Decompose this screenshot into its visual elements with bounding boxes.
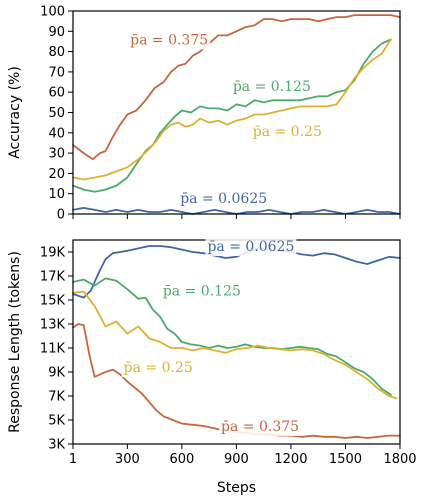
- series-label-background: [178, 189, 270, 208]
- series-label-background: [160, 282, 243, 301]
- y-axis-title: Accuracy (%): [7, 66, 23, 159]
- y-tick-label: 15K: [40, 294, 66, 309]
- series-label-0: p̄a = 0.0625: [207, 239, 294, 255]
- x-tick-label: 600: [169, 452, 194, 467]
- y-tick-label: 80: [48, 45, 65, 60]
- series-label-2: p̄a = 0.25: [253, 124, 322, 140]
- series-line-3: [72, 323, 401, 439]
- series-line-1: [72, 38, 392, 193]
- plot-frame: [72, 239, 401, 445]
- x-tick-label: 300: [115, 452, 140, 467]
- series-label-3: p̄a = 0.375: [221, 419, 299, 435]
- y-tick-label: 40: [48, 126, 65, 141]
- y-tick-label: 7K: [48, 390, 65, 405]
- series-line-1: [72, 277, 392, 396]
- series-label-background: [219, 418, 302, 436]
- x-tick-label: 1800: [383, 452, 416, 467]
- y-tick-label: 3K: [48, 438, 65, 453]
- y-tick-label: 0: [57, 208, 65, 223]
- y-tick-label: 100: [40, 5, 65, 20]
- accuracy-panel: 0 10 20 30 40 50 60 70 80 90 100 Accuracy (%) p̄a = …: [7, 5, 401, 223]
- y-tick-label: 60: [48, 86, 65, 101]
- y-tick-label: 5K: [48, 414, 65, 429]
- response-length-panel: 3K 5K 7K 9K 11K 13K 15K 17K 19K 1 300 600 900 1200 150…: [7, 238, 417, 496]
- series-label-1: p̄a = 0.125: [163, 283, 241, 299]
- y-tick-label: 10: [48, 187, 65, 202]
- series-label-background: [205, 238, 297, 256]
- series-label-background: [128, 31, 211, 50]
- series-line-3: [72, 206, 401, 215]
- plot-frame: [72, 10, 401, 215]
- y-tick-label: 90: [48, 25, 65, 40]
- y-tick-label: 70: [48, 65, 65, 80]
- x-tick-label: 900: [224, 452, 249, 467]
- y-tick-label: 20: [48, 167, 65, 182]
- y-tick-label: 50: [48, 106, 65, 121]
- x-axis-title: Steps: [217, 480, 256, 496]
- series-label-0: p̄a = 0.375: [130, 32, 208, 48]
- y-tick-label: 11K: [40, 342, 66, 357]
- series-line-2: [72, 290, 398, 400]
- series-label-2: p̄a = 0.25: [124, 360, 193, 376]
- series-line-0: [72, 14, 401, 161]
- y-tick-label: 17K: [40, 270, 66, 285]
- y-tick-label: 9K: [48, 366, 65, 381]
- y-tick-label: 13K: [40, 318, 66, 333]
- series-label-background: [121, 359, 195, 378]
- series-line-0: [72, 245, 401, 299]
- series-label-3: p̄a = 0.0625: [180, 191, 267, 207]
- y-tick-label: 30: [48, 147, 65, 162]
- x-tick-label: 1500: [329, 452, 362, 467]
- x-tick-label: 1: [69, 452, 77, 467]
- y-axis-title: Response Length (tokens): [7, 251, 23, 433]
- series-label-background: [230, 78, 313, 97]
- series-line-2: [72, 38, 392, 181]
- series-label-background: [250, 122, 324, 141]
- x-tick-label: 1200: [274, 452, 307, 467]
- series-label-1: p̄a = 0.125: [233, 79, 311, 95]
- y-tick-label: 19K: [40, 246, 66, 261]
